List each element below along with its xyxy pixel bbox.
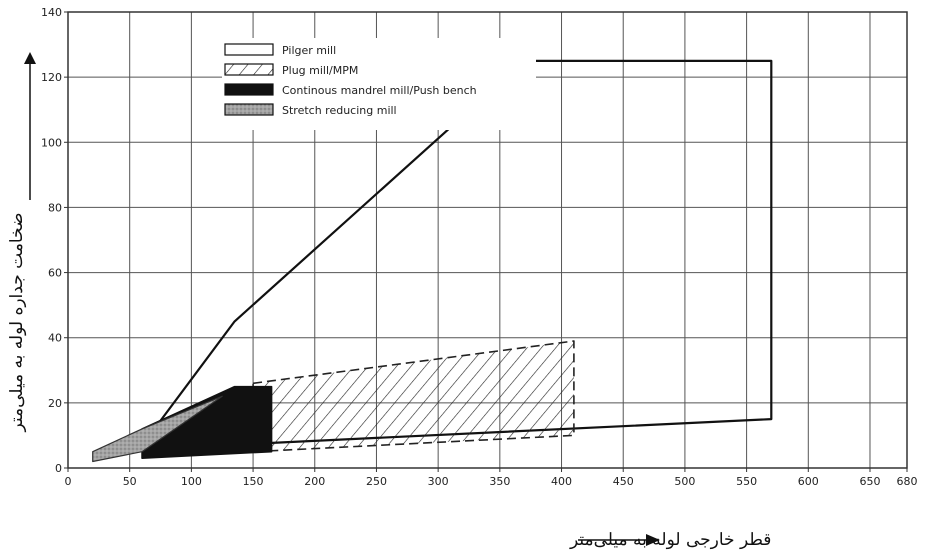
x-tick-label: 450 [613, 475, 634, 488]
x-tick-label: 0 [65, 475, 72, 488]
x-tick-label: 550 [736, 475, 757, 488]
x-tick-label: 100 [181, 475, 202, 488]
x-tick-label: 150 [243, 475, 264, 488]
legend-swatch-stretch [224, 103, 274, 116]
y-tick-label: 40 [48, 332, 62, 345]
legend-swatch-pilger [224, 43, 274, 56]
data-regions [92, 59, 773, 463]
legend-label-plug: Plug mill/MPM [282, 64, 358, 77]
y-tick-label: 100 [41, 136, 62, 149]
tick-labels: 0 50 100 150 200 250 300 350 400 450 500 550 600 650 6… [41, 6, 918, 488]
y-tick-label: 0 [55, 462, 62, 475]
x-tick-label: 400 [551, 475, 572, 488]
x-axis-title: قطر خارجی لوله به میلی‌متر [569, 530, 771, 550]
region-plug-mill [252, 340, 575, 453]
y-tick-label: 60 [48, 267, 62, 280]
y-tick-label: 20 [48, 397, 62, 410]
x-tick-label: 250 [366, 475, 387, 488]
x-tick-label: 50 [123, 475, 137, 488]
y-axis-title: ضخامت جداره لوله به میلی‌متر [7, 52, 36, 433]
y-tick-label: 80 [48, 201, 62, 214]
x-tick-label: 300 [428, 475, 449, 488]
y-axis-label: ضخامت جداره لوله به میلی‌متر [7, 212, 27, 432]
y-tick-label: 140 [41, 6, 62, 19]
legend-label-pilger: Pilger mill [282, 44, 336, 57]
x-tick-label: 500 [674, 475, 695, 488]
region-stretch-reducing [92, 395, 223, 463]
plot-frame [67, 11, 908, 469]
legend-swatch-mandrel [224, 83, 274, 96]
y-axis-arrow-head [24, 52, 36, 64]
x-tick-label: 200 [304, 475, 325, 488]
x-axis-arrow-head [646, 534, 660, 546]
x-tick-label: 600 [798, 475, 819, 488]
y-tick-label: 120 [41, 71, 62, 84]
legend-swatch-plug [224, 63, 274, 76]
x-axis-label: قطر خارجی لوله به میلی‌متر [569, 530, 771, 550]
x-tick-label: 350 [489, 475, 510, 488]
x-tick-label: 650 [859, 475, 880, 488]
legend-label-mandrel: Continous mandrel mill/Push bench [282, 84, 477, 97]
legend-label-stretch: Stretch reducing mill [282, 104, 397, 117]
x-tick-label: 680 [897, 475, 918, 488]
legend: Pilger mill Plug mill/MPM Continous mand… [222, 38, 536, 130]
